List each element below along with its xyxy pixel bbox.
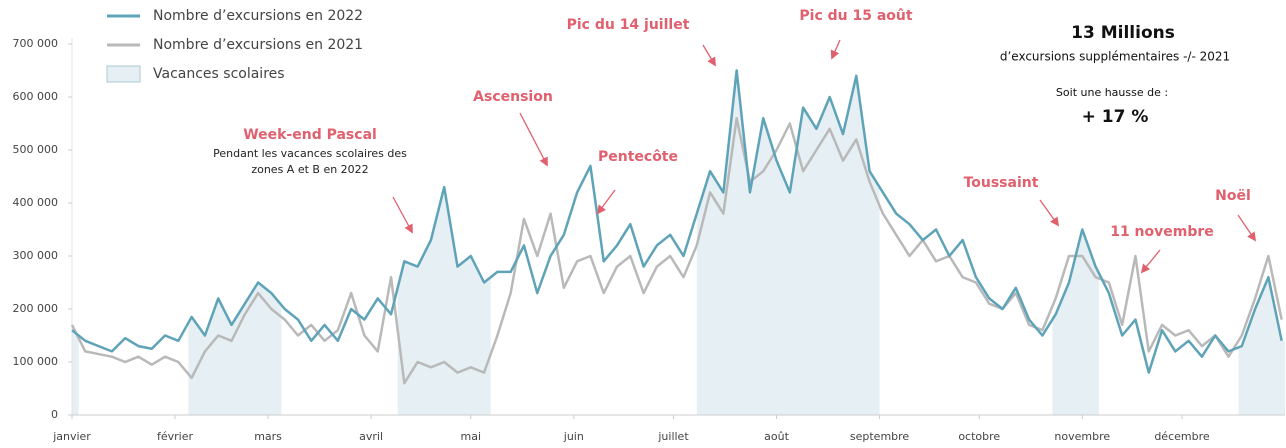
x-tick-label: juillet bbox=[657, 430, 689, 443]
annotation-arrow bbox=[830, 39, 841, 60]
annotation: Ascension bbox=[473, 89, 553, 105]
x-tick-label: octobre bbox=[958, 430, 1000, 443]
summary-headline: 13 Millions bbox=[1071, 23, 1175, 43]
x-tick-label: décembre bbox=[1154, 430, 1210, 443]
annotation-arrow bbox=[702, 44, 716, 67]
x-tick-label: novembre bbox=[1054, 430, 1110, 443]
legend-swatch bbox=[106, 65, 141, 83]
y-tick-label: 700 000 bbox=[13, 37, 59, 50]
annotation: Pentecôte bbox=[598, 149, 678, 165]
holiday-area bbox=[188, 282, 282, 415]
holiday-area bbox=[72, 330, 79, 415]
series-line bbox=[71, 69, 1283, 374]
annotation: Pic du 14 juillet bbox=[567, 17, 690, 33]
series-line bbox=[70, 116, 1283, 385]
holiday-area bbox=[1052, 229, 1099, 415]
shaded-layer bbox=[72, 70, 1285, 415]
y-tick-label: 600 000 bbox=[13, 90, 59, 103]
summary-change: + 17 % bbox=[1082, 107, 1149, 127]
x-tick-label: mars bbox=[254, 430, 282, 443]
annotation-arrow bbox=[1140, 249, 1161, 274]
annotation-arrow bbox=[596, 189, 616, 215]
x-tick-label: septembre bbox=[850, 430, 910, 443]
legend-label: Nombre d’excursions en 2022 bbox=[153, 8, 363, 24]
legend-label: Nombre d’excursions en 2021 bbox=[153, 37, 363, 53]
annotation-arrow bbox=[519, 112, 548, 167]
annotation: Pic du 15 août bbox=[799, 8, 912, 24]
annotation: 11 novembre bbox=[1110, 224, 1214, 240]
y-tick-label: 400 000 bbox=[13, 196, 59, 209]
y-tick-label: 100 000 bbox=[13, 355, 59, 368]
legend-label: Vacances scolaires bbox=[153, 66, 285, 82]
y-tick-label: 300 000 bbox=[13, 249, 59, 262]
x-tick-label: juin bbox=[563, 430, 584, 443]
x-tick-label: avril bbox=[359, 430, 383, 443]
x-tick-label: février bbox=[157, 430, 193, 443]
y-tick-label: 500 000 bbox=[13, 143, 59, 156]
plot-layer: 0 100 000 200 000 300 000 400 000 500 000 600 … bbox=[13, 8, 1285, 443]
x-tick-label: janvier bbox=[52, 430, 91, 443]
annotation-arrow bbox=[1237, 214, 1257, 242]
summary-subline: d’excursions supplémentaires -/- 2021 bbox=[1000, 50, 1230, 64]
annotation-note: Pendant les vacances scolaires des bbox=[213, 147, 407, 160]
holiday-area bbox=[397, 187, 491, 415]
annotation-note: zones A et B en 2022 bbox=[251, 163, 368, 176]
annotation: Week-end Pascal bbox=[243, 127, 377, 143]
holiday-area bbox=[696, 70, 880, 415]
y-tick-label: 0 bbox=[51, 408, 58, 421]
annotation: Toussaint bbox=[964, 175, 1039, 191]
x-tick-label: mai bbox=[461, 430, 482, 443]
summary-lead: Soit une hausse de : bbox=[1056, 86, 1168, 99]
annotation: Noël bbox=[1215, 188, 1251, 204]
x-tick-label: août bbox=[764, 430, 789, 443]
annotation-arrow bbox=[392, 196, 413, 234]
y-tick-label: 200 000 bbox=[13, 302, 59, 315]
annotation-arrow bbox=[1039, 199, 1060, 227]
holiday-area bbox=[1238, 277, 1285, 415]
